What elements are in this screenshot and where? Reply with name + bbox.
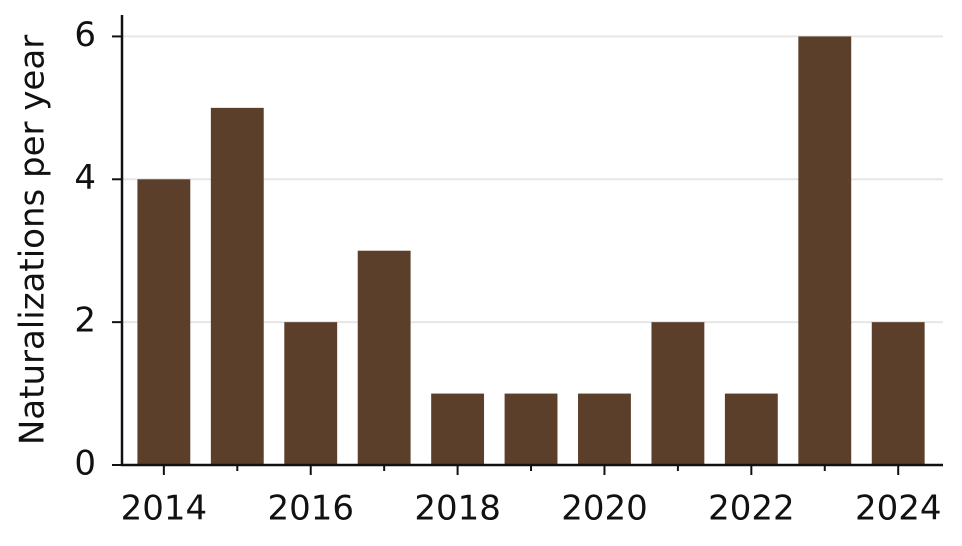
bar xyxy=(798,36,852,466)
bar xyxy=(578,393,631,465)
y-tick-label: 6 xyxy=(74,15,96,55)
y-axis-label: Naturalizations per year xyxy=(13,35,53,445)
bar xyxy=(431,393,485,465)
x-tick-label: 2016 xyxy=(267,489,354,529)
bar xyxy=(210,107,264,465)
bar xyxy=(137,179,191,466)
y-tick-label: 4 xyxy=(74,158,96,198)
x-tick-label: 2022 xyxy=(708,489,795,529)
x-tick-label: 2018 xyxy=(414,489,501,529)
bar xyxy=(284,322,338,465)
bar xyxy=(504,393,558,465)
bar xyxy=(724,393,778,465)
bar xyxy=(651,322,705,465)
x-tick-label: 2020 xyxy=(561,489,648,529)
bar xyxy=(357,250,411,465)
bar xyxy=(871,322,925,465)
x-tick-label: 2024 xyxy=(855,489,942,529)
y-tick-label: 2 xyxy=(74,301,96,341)
x-tick-label: 2014 xyxy=(121,489,208,529)
y-tick-label: 0 xyxy=(74,444,96,484)
